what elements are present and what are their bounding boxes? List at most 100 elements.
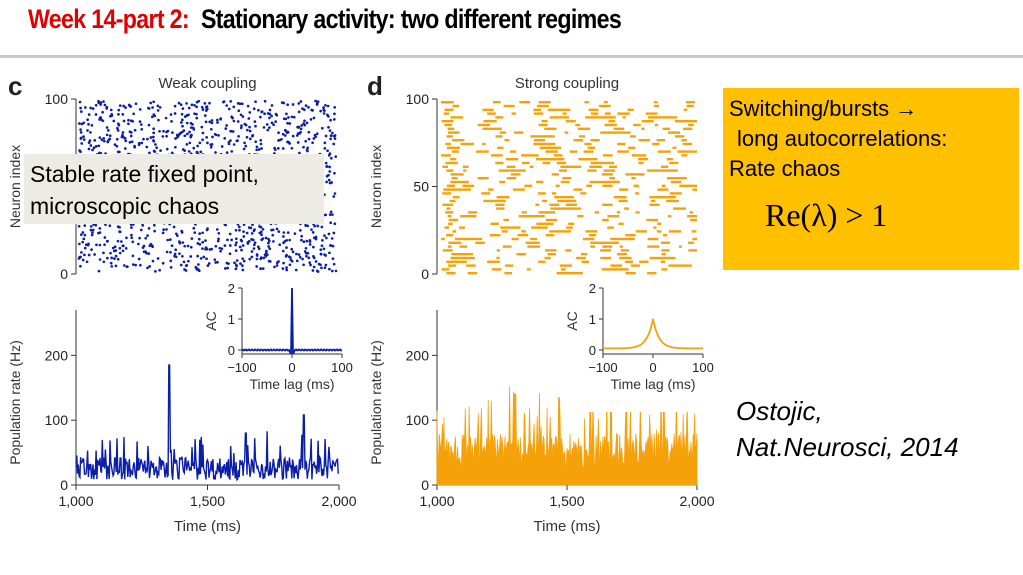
spike [102,137,106,140]
spike [321,238,324,242]
spike [110,265,114,268]
spike-burst [668,264,692,267]
spike [129,131,133,134]
spike [272,240,275,243]
rate-x-tick-label: 2,000 [679,493,714,509]
spike-burst [578,158,598,161]
spike [328,165,331,169]
raster-y-label: Neuron index [368,145,384,228]
spike [314,135,317,139]
spike-burst [496,249,501,252]
spike [322,108,326,112]
spike [206,227,209,231]
spike-burst [536,180,544,184]
spike [78,149,81,152]
spike [307,130,311,134]
spike [125,265,129,269]
spike [98,136,102,139]
spike [197,237,201,241]
spike-burst [483,199,506,203]
spike [201,131,205,135]
spike [107,139,110,142]
spike [219,249,222,253]
spike-burst [442,165,449,168]
spike-burst [451,150,459,153]
spike [227,107,231,111]
spike [234,249,238,253]
spike [131,263,135,266]
spike [169,259,173,263]
spike-burst [459,245,468,248]
spike [255,145,259,149]
spike [326,113,329,117]
spike [114,264,118,268]
spike-burst [619,256,632,260]
spike-burst [568,222,575,225]
spike [170,120,173,123]
spike-burst [618,222,624,225]
spike-burst [446,272,456,275]
spike [242,259,246,263]
title-divider [0,55,1023,58]
spike-burst [442,203,454,206]
spike [241,264,244,268]
spike [200,105,204,109]
spike [240,248,243,252]
spike-burst [686,101,696,104]
spike-burst [657,222,662,225]
spike-burst [587,169,597,172]
spike-burst [580,192,587,195]
spike [99,103,102,106]
spike-burst [587,146,596,149]
spike-burst [661,268,668,271]
spike [255,265,259,268]
spike [97,269,101,273]
spike [333,171,336,175]
spike [320,225,324,229]
spike [282,231,286,234]
spike [261,237,265,240]
autocorrelation-line [241,287,343,355]
spike-burst [452,196,460,199]
spike-burst [562,112,567,115]
spike [118,230,122,234]
spike-burst [559,169,567,172]
spike-burst [538,260,546,263]
spike [225,261,229,265]
spike [264,236,268,240]
spike [109,108,113,112]
spike [260,230,263,234]
spike [312,256,316,260]
spike [118,246,122,250]
spike-burst [625,173,645,176]
spike [252,243,256,247]
spike-burst [446,234,454,237]
spike [280,101,284,104]
spike-burst [577,127,591,130]
spike [122,104,125,108]
spike [116,122,120,126]
callout-right-line2: long autocorrelations: [737,126,948,151]
spike-burst [501,230,508,233]
callout-right-line3: Rate chaos [729,156,841,181]
spike-burst [466,264,476,267]
spike-burst [476,150,489,153]
spike [165,228,168,231]
spike-burst [554,154,563,157]
inset-x-label: Time lag (ms) [610,376,695,392]
spike [228,252,232,256]
spike-burst [554,196,574,199]
spike [304,139,308,143]
spike [98,227,102,230]
spike [98,258,102,261]
spike [162,129,165,133]
spike [203,114,207,117]
spike-burst [522,161,530,165]
spike [234,237,238,241]
spike [305,254,308,258]
spike [238,245,242,249]
spike [315,103,319,106]
page-title: Week 14-part 2: Stationary activity: two … [28,4,622,44]
spike [204,246,208,249]
spike [317,262,321,266]
